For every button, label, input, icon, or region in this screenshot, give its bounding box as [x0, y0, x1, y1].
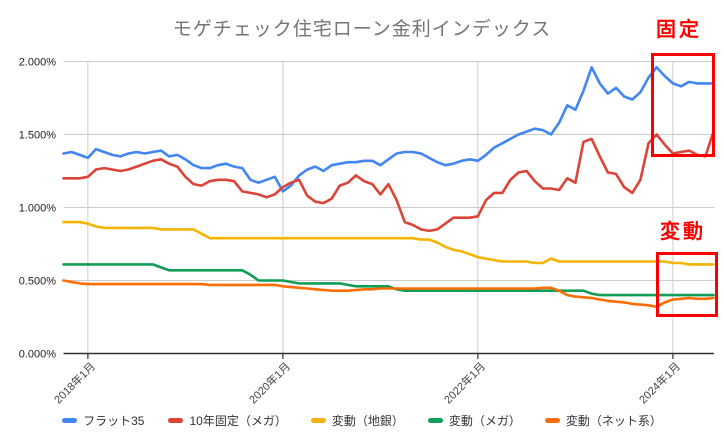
x-tick-label: 2024年1月 — [636, 359, 683, 406]
series-line-variable-mega — [62, 263, 715, 297]
x-tick-label: 2020年1月 — [246, 359, 293, 406]
legend-swatch-variable-mega — [427, 417, 443, 423]
fixed-rate-annotation-label: 固定 — [656, 19, 702, 41]
variable-rate-annotation-box — [656, 252, 718, 317]
series-line-fixed10y-mega — [62, 130, 715, 233]
horizontal-gridlines — [63, 61, 714, 281]
legend-swatch-flat35 — [62, 417, 78, 423]
chart-title: モゲチェック住宅ローン金利インデックス — [172, 19, 552, 40]
y-tick-label: 0.500% — [19, 276, 57, 288]
fixed-rate-annotation-box — [651, 53, 715, 157]
series-line-flat35 — [62, 66, 715, 193]
y-tick-label: 0.000% — [19, 349, 57, 361]
legend-item-fixed10y-mega: 10年固定（メガ） — [168, 412, 287, 429]
x-tick-label: 2022年1月 — [441, 359, 488, 406]
legend-swatch-variable-net — [544, 417, 560, 423]
vertical-gridlines — [87, 61, 674, 354]
legend-item-flat35: フラット35 — [62, 412, 144, 429]
legend-label: 変動（メガ） — [448, 413, 521, 428]
y-tick-label: 1.000% — [19, 203, 57, 215]
legend-item-variable-mega: 変動（メガ） — [427, 412, 521, 429]
legend-swatch-variable-regional — [310, 417, 326, 423]
legend-item-variable-net: 変動（ネット系） — [544, 412, 662, 429]
series-line-variable-net — [62, 279, 715, 309]
legend-label: 変動（ネット系） — [565, 413, 662, 428]
legend-swatch-fixed10y-mega — [168, 417, 184, 423]
series-line-variable-regional — [62, 220, 715, 266]
legend-label: フラット35 — [83, 413, 145, 428]
y-tick-label: 1.500% — [19, 130, 57, 142]
x-tick-label: 2018年1月 — [51, 359, 98, 406]
legend-item-variable-regional: 変動（地銀） — [310, 412, 404, 429]
variable-rate-annotation-label: 変動 — [660, 221, 706, 243]
legend-label: 10年固定（メガ） — [189, 413, 287, 428]
y-tick-label: 2.000% — [19, 57, 57, 69]
chart-legend: フラット35 10年固定（メガ） 変動（地銀） 変動（メガ） 変動（ネット系） — [0, 409, 724, 431]
legend-label: 変動（地銀） — [331, 413, 404, 428]
